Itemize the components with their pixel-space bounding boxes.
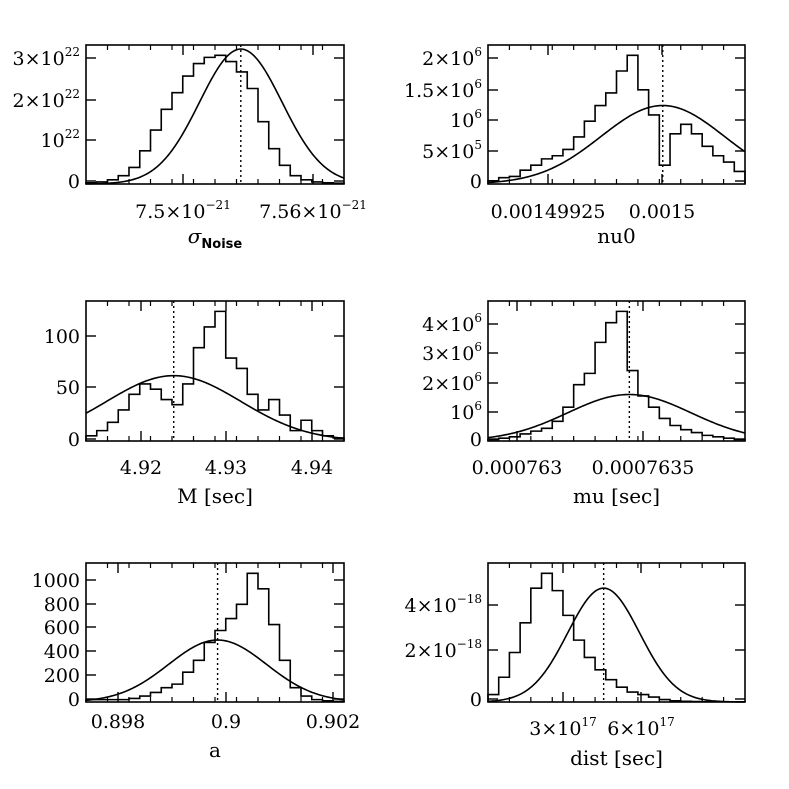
- panel-mu-sec: 0.000763 0.0007635 4×106 3×106 2×106 106 0 mu […: [422, 300, 746, 508]
- y-tick-label: 1000: [32, 570, 80, 592]
- y-tick-label: 200: [44, 665, 80, 687]
- histogram-steps: [85, 572, 345, 703]
- x-tick-label: 4.92: [120, 457, 162, 479]
- y-tick-label: 0: [470, 171, 482, 193]
- y-tick-label: 0: [68, 171, 80, 193]
- x-tick-label: 6×1017: [607, 715, 674, 740]
- x-axis-label: a: [209, 738, 221, 762]
- panel-dist-sec: 3×1017 6×1017 4×10−18 2×10−18 0 dist [sec]: [404, 562, 746, 770]
- y-tick-label: 50: [56, 377, 80, 399]
- x-tick-label: 7.56×10−21: [259, 198, 367, 223]
- x-tick-label: 4.94: [291, 457, 333, 479]
- histogram-steps: [487, 310, 746, 441]
- y-tick-label: 0: [470, 429, 482, 451]
- y-tick-label: 0: [68, 689, 80, 711]
- x-axis-label: nu0: [597, 224, 636, 248]
- x-tick-label: 0.898: [91, 711, 145, 733]
- x-tick-label: 0.0007635: [592, 457, 695, 479]
- histogram-steps: [487, 54, 746, 184]
- y-tick-label: 800: [44, 594, 80, 616]
- gaussian-fit-curve: [487, 104, 746, 184]
- gaussian-fit-curve: [85, 48, 345, 185]
- x-tick-label: 4.93: [205, 457, 247, 479]
- gaussian-fit-curve: [85, 639, 345, 702]
- y-tick-label: 1.5×106: [404, 77, 482, 102]
- x-tick-label: 0.0015: [629, 201, 695, 223]
- y-tick-label: 4×106: [422, 311, 482, 336]
- y-tick-label: 2×10−18: [404, 637, 482, 662]
- x-tick-label: 0.9: [211, 711, 241, 733]
- histogram-steps: [487, 572, 746, 703]
- y-tick-label: 400: [44, 641, 80, 663]
- panel-sigma-noise: 7.5×10−21 7.56×10−21 3×1022 2×1022 1022 0 σNoi…: [13, 44, 367, 252]
- x-axis-label: dist [sec]: [570, 746, 663, 770]
- x-axis-label: mu [sec]: [573, 484, 660, 508]
- y-tick-label: 2×106: [422, 45, 482, 70]
- x-tick-label: 0.000763: [472, 457, 563, 479]
- y-tick-label: 5×105: [422, 138, 482, 163]
- histogram-steps: [85, 310, 345, 441]
- x-axis-label: σNoise: [188, 224, 243, 252]
- y-tick-label: 106: [450, 399, 482, 424]
- y-tick-label: 600: [44, 617, 80, 639]
- y-tick-label: 1022: [41, 127, 80, 152]
- y-tick-label: 0: [470, 689, 482, 711]
- y-tick-label: 3×106: [422, 340, 482, 365]
- x-tick-label: 0.00149925: [491, 201, 606, 223]
- y-tick-label: 106: [450, 107, 482, 132]
- y-tick-label: 2×106: [422, 370, 482, 395]
- y-tick-label: 3×1022: [13, 45, 80, 70]
- x-tick-label: 0.902: [306, 711, 360, 733]
- x-tick-label: 7.5×10−21: [135, 198, 231, 223]
- x-tick-label: 3×1017: [529, 715, 596, 740]
- plot-frame: [85, 44, 345, 185]
- gaussian-fit-curve: [487, 393, 746, 439]
- gaussian-fit-curve: [85, 374, 345, 440]
- panel-nu0: 0.00149925 0.0015 2×106 1.5×106 106 5×105 0 nu0: [404, 44, 746, 248]
- y-tick-label: 2×1022: [13, 87, 80, 112]
- x-axis-label: M [sec]: [177, 484, 253, 508]
- histogram-steps: [85, 54, 345, 184]
- plot-frame: [487, 44, 746, 185]
- y-tick-label: 0: [68, 429, 80, 451]
- panel-m-sec: 4.92 4.93 4.94 100 50 0 M [sec]: [44, 300, 345, 508]
- y-tick-label: 100: [44, 326, 80, 348]
- y-tick-label: 4×10−18: [404, 592, 482, 617]
